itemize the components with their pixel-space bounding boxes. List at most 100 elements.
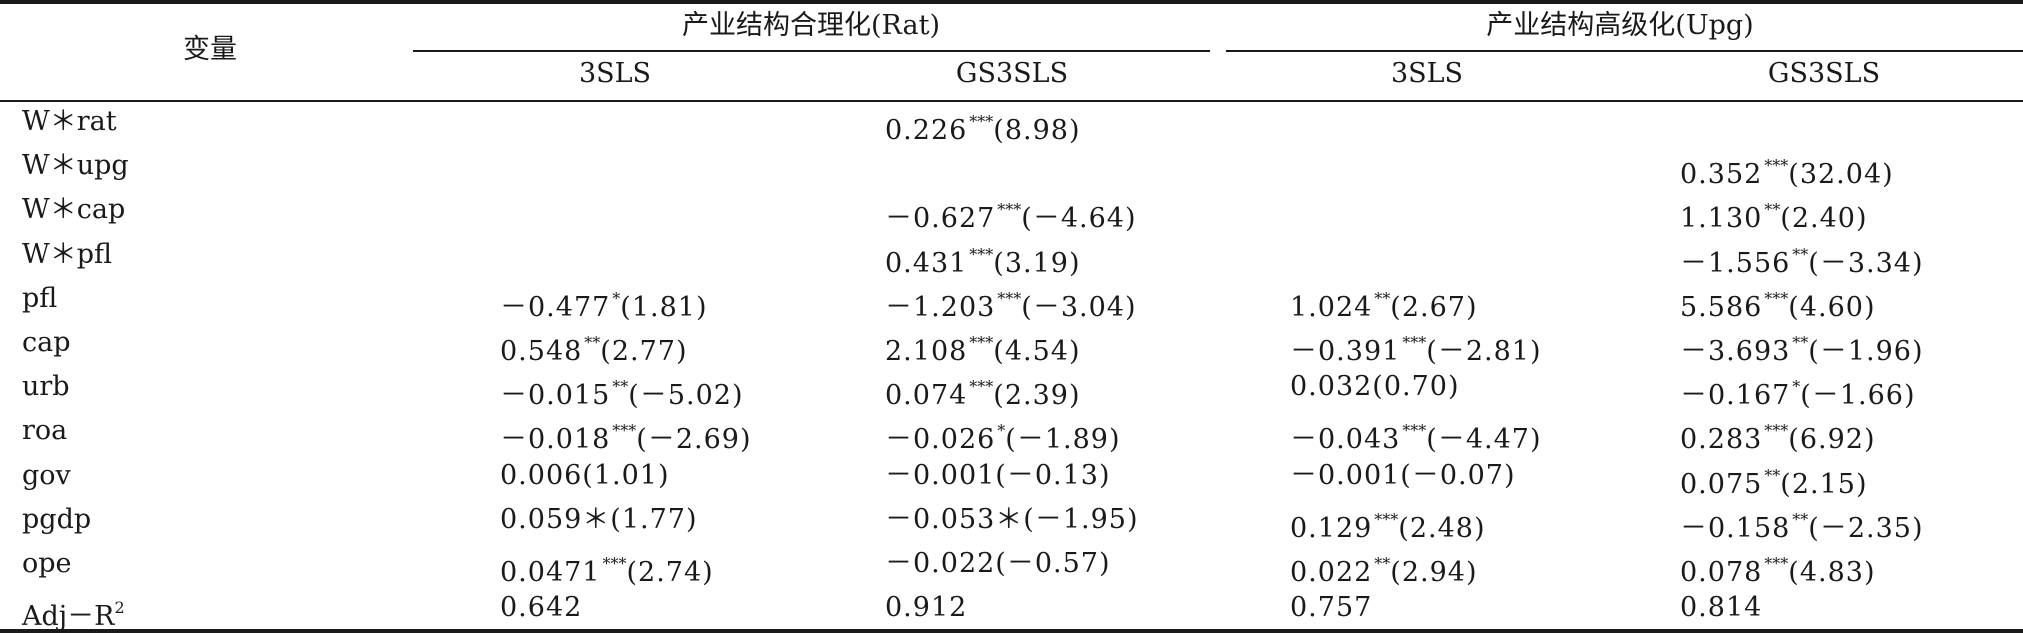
cell-upg-3sls: 0.757	[1290, 592, 1372, 624]
significance-stars: **	[1374, 554, 1391, 573]
significance-stars: ***	[997, 200, 1022, 219]
coefficient: －0.001(－0.07)	[1290, 460, 1516, 491]
row-label: W＊pfl	[22, 239, 112, 271]
t-statistic: (2.40)	[1780, 203, 1868, 234]
coefficient: 0.078	[1680, 557, 1763, 588]
table-top-rule	[0, 0, 2023, 4]
cell-upg-gs3sls: 0.078 ***(4.83)	[1680, 548, 1875, 589]
significance-stars: ***	[969, 333, 994, 352]
significance-stars: ***	[969, 377, 994, 396]
row-label-text: gov	[22, 460, 71, 491]
t-statistic: (2.67)	[1390, 292, 1478, 323]
coefficient: －1.556	[1680, 248, 1791, 279]
coefficient: 0.0471	[500, 557, 601, 588]
group-header-upg: 产业结构高级化(Upg)	[1486, 10, 1754, 41]
coefficient: 2.108	[885, 336, 968, 367]
coefficient: 0.032(0.70)	[1290, 371, 1460, 402]
upg-group-rule	[1226, 50, 2023, 52]
significance-stars: ***	[612, 421, 637, 440]
significance-stars: ***	[602, 554, 627, 573]
significance-stars: ***	[969, 112, 994, 131]
significance-stars: *	[1792, 377, 1801, 396]
row-label-text: pgdp	[22, 504, 92, 535]
row-label-text: urb	[22, 371, 70, 402]
significance-stars: ***	[1764, 554, 1789, 573]
coefficient: －0.001(－0.13)	[885, 460, 1111, 491]
coefficient: 1.130	[1680, 203, 1763, 234]
cell-rat-3sls: 0.548 **(2.77)	[500, 327, 687, 368]
t-statistic: (－1.66)	[1800, 380, 1916, 411]
coefficient: 0.912	[885, 592, 968, 623]
t-statistic: (－2.81)	[1426, 336, 1542, 367]
coefficient: －1.203	[885, 292, 996, 323]
coefficient: 0.642	[500, 592, 583, 623]
significance-stars: ***	[1764, 156, 1789, 175]
cell-upg-gs3sls: －0.167 *(－1.66)	[1680, 371, 1915, 412]
row-label: W＊cap	[22, 194, 125, 226]
t-statistic: (2.48)	[1398, 513, 1486, 544]
row-label: pfl	[22, 283, 57, 315]
coefficient: 0.757	[1290, 592, 1373, 623]
cell-rat-gs3sls: －1.203 ***(－3.04)	[885, 283, 1136, 324]
t-statistic: (－2.35)	[1808, 513, 1924, 544]
col-header-upg-3sls: 3SLS	[1390, 58, 1464, 89]
cell-upg-3sls: 0.129 ***(2.48)	[1290, 504, 1485, 545]
significance-stars: **	[1764, 466, 1781, 485]
row-label-text: W＊pfl	[22, 239, 113, 270]
row-label-text: W＊rat	[22, 106, 117, 137]
cell-rat-3sls: 0.642	[500, 592, 582, 624]
coefficient: －3.693	[1680, 336, 1791, 367]
significance-stars: ***	[1374, 510, 1399, 529]
coefficient: 0.059＊(1.77)	[500, 504, 698, 535]
coefficient: －0.018	[500, 424, 611, 455]
cell-upg-3sls: 0.032(0.70)	[1290, 371, 1459, 403]
significance-stars: ***	[1402, 421, 1427, 440]
cell-rat-gs3sls: －0.022(－0.57)	[885, 548, 1110, 580]
col-header-upg-gs3sls: GS3SLS	[1767, 58, 1881, 89]
coefficient: 0.548	[500, 336, 583, 367]
significance-stars: ***	[997, 289, 1022, 308]
cell-upg-gs3sls: 0.075 **(2.15)	[1680, 460, 1867, 501]
coefficient: 1.024	[1290, 292, 1373, 323]
coefficient: －0.477	[500, 292, 611, 323]
t-statistic: (2.15)	[1780, 469, 1868, 500]
coefficient: 0.283	[1680, 424, 1763, 455]
coefficient: 0.074	[885, 380, 968, 411]
row-label-text: pfl	[22, 283, 58, 314]
table-bottom-rule	[0, 629, 2023, 633]
t-statistic: (4.83)	[1788, 557, 1876, 588]
row-label: cap	[22, 327, 71, 359]
coefficient: －0.015	[500, 380, 611, 411]
significance-stars: *	[997, 421, 1006, 440]
significance-stars: ***	[1402, 333, 1427, 352]
cell-rat-3sls: 0.0471 ***(2.74)	[500, 548, 714, 589]
cell-upg-gs3sls: －1.556 **(－3.34)	[1680, 239, 1923, 280]
row-label-text: Adj－R	[22, 601, 115, 632]
t-statistic: (－5.02)	[628, 380, 744, 411]
t-statistic: (－1.96)	[1808, 336, 1924, 367]
rat-group-rule	[413, 50, 1210, 52]
significance-stars: **	[612, 377, 629, 396]
row-label: roa	[22, 415, 67, 447]
cell-upg-gs3sls: 0.352 ***(32.04)	[1680, 150, 1894, 191]
cell-upg-gs3sls: －3.693 **(－1.96)	[1680, 327, 1923, 368]
coefficient: －0.026	[885, 424, 996, 455]
significance-stars: ***	[969, 245, 994, 264]
t-statistic: (－4.47)	[1426, 424, 1542, 455]
coefficient: －0.167	[1680, 380, 1791, 411]
significance-stars: **	[1792, 510, 1809, 529]
t-statistic: (2.94)	[1390, 557, 1478, 588]
t-statistic: (－1.89)	[1005, 424, 1121, 455]
row-label-text: ope	[22, 548, 72, 579]
row-label: pgdp	[22, 504, 91, 536]
coefficient: －0.627	[885, 203, 996, 234]
variable-header: 变量	[183, 34, 237, 65]
cell-rat-3sls: －0.477 *(1.81)	[500, 283, 707, 324]
coefficient: 0.075	[1680, 469, 1763, 500]
cell-upg-gs3sls: 0.283 ***(6.92)	[1680, 415, 1875, 456]
cell-rat-gs3sls: 0.431 ***(3.19)	[885, 239, 1080, 280]
cell-upg-3sls: －0.391 ***(－2.81)	[1290, 327, 1541, 368]
cell-upg-3sls: 1.024 **(2.67)	[1290, 283, 1477, 324]
t-statistic: (8.98)	[993, 115, 1081, 146]
t-statistic: (－3.04)	[1021, 292, 1137, 323]
